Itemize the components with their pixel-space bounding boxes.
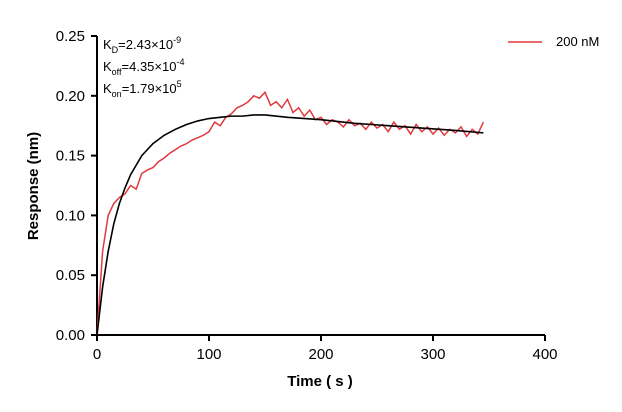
x-tick-label: 0 [93, 346, 101, 363]
x-tick-label: 200 [308, 346, 333, 363]
x-tick-label: 100 [196, 346, 221, 363]
annotation-subscript: D [112, 45, 119, 55]
annotation-text: =1.79×10 [122, 81, 177, 96]
annotation-subscript: on [112, 89, 122, 99]
x-tick-label: 400 [532, 346, 557, 363]
x-tick-label: 300 [420, 346, 445, 363]
y-tick-label: 0.10 [56, 207, 85, 224]
annotation: Koff=4.35×10-4 [103, 57, 184, 77]
y-tick-label: 0.25 [56, 28, 85, 45]
y-tick-label: 0.20 [56, 88, 85, 105]
annotation: Kon=1.79×105 [103, 79, 182, 99]
x-axis-label: Time ( s ) [287, 373, 353, 390]
annotation-exponent: 5 [177, 79, 182, 89]
annotation-exponent: -4 [176, 57, 184, 67]
annotation-exponent: -9 [173, 35, 181, 45]
legend-label: 200 nM [556, 34, 599, 49]
y-axis-label: Response (nm) [25, 132, 42, 240]
y-tick-label: 0.15 [56, 148, 85, 165]
annotation-symbol: K [103, 81, 112, 96]
annotation-subscript: off [112, 67, 122, 77]
annotation-symbol: K [103, 37, 112, 52]
y-tick-label: 0.00 [56, 327, 85, 344]
annotation-text: =4.35×10 [122, 59, 177, 74]
annotation-text: =2.43×10 [118, 37, 173, 52]
y-tick-label: 0.05 [56, 267, 85, 284]
annotation: KD=2.43×10-9 [103, 35, 181, 55]
data-line [96, 114, 484, 336]
annotation-symbol: K [103, 59, 112, 74]
